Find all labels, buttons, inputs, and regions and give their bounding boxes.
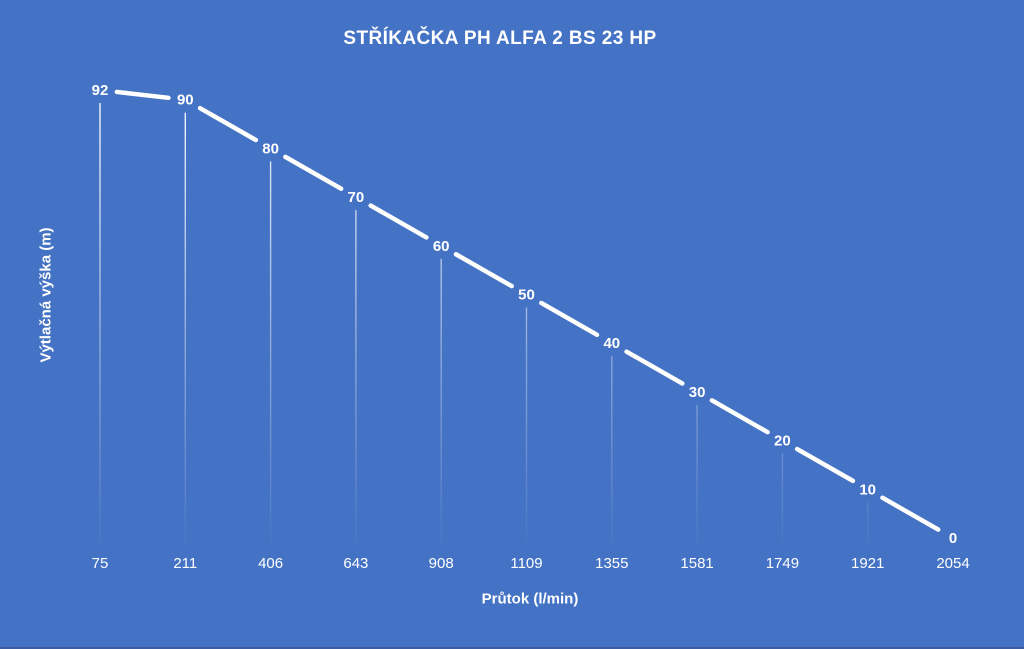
data-label: 90 xyxy=(177,92,194,109)
x-tick-label: 1109 xyxy=(510,555,542,572)
data-label: 30 xyxy=(689,384,706,401)
x-tick-label: 75 xyxy=(92,555,109,572)
x-tick-label: 643 xyxy=(343,555,368,572)
drop-lines-group xyxy=(99,102,869,546)
data-label: 50 xyxy=(518,287,535,304)
x-tick-label: 2054 xyxy=(936,555,969,572)
series-line-segment xyxy=(114,89,171,101)
x-tick-label: 908 xyxy=(429,555,454,572)
series-line-segment xyxy=(368,203,429,240)
chart-title: STŘÍKAČKA PH ALFA 2 BS 23 HP xyxy=(343,28,657,49)
series-line-group xyxy=(114,89,941,532)
series-line-segment xyxy=(709,398,770,435)
data-label: 40 xyxy=(603,335,620,352)
series-line-segment xyxy=(624,349,685,386)
data-label: 20 xyxy=(774,433,791,450)
data-label: 10 xyxy=(859,481,876,498)
series-line-segment xyxy=(197,105,259,143)
x-axis-title: Průtok (l/min) xyxy=(481,590,579,608)
series-line-segment xyxy=(880,495,941,532)
x-tick-label: 1921 xyxy=(851,555,884,572)
series-line-segment xyxy=(283,154,344,191)
series-line-segment xyxy=(794,446,856,484)
series-line-segment xyxy=(539,300,600,338)
x-tick-label: 211 xyxy=(173,555,197,572)
x-tick-labels-group: 75 211 406 643 908 1109 1355 1581 1749 1921 2054 xyxy=(92,555,970,572)
x-tick-label: 406 xyxy=(258,555,283,572)
data-label: 60 xyxy=(433,238,450,255)
data-label: 0 xyxy=(949,530,957,547)
x-tick-label: 1749 xyxy=(766,555,799,572)
data-label: 92 xyxy=(92,82,109,99)
data-label: 70 xyxy=(348,189,365,206)
data-labels-group: 92 90 80 70 60 50 40 30 20 10 0 xyxy=(92,82,958,547)
x-tick-label: 1581 xyxy=(680,555,713,572)
x-tick-label: 1355 xyxy=(595,555,628,572)
series-line-segment xyxy=(453,252,514,289)
chart-bottom-border xyxy=(0,647,1024,649)
data-label: 80 xyxy=(262,140,279,157)
